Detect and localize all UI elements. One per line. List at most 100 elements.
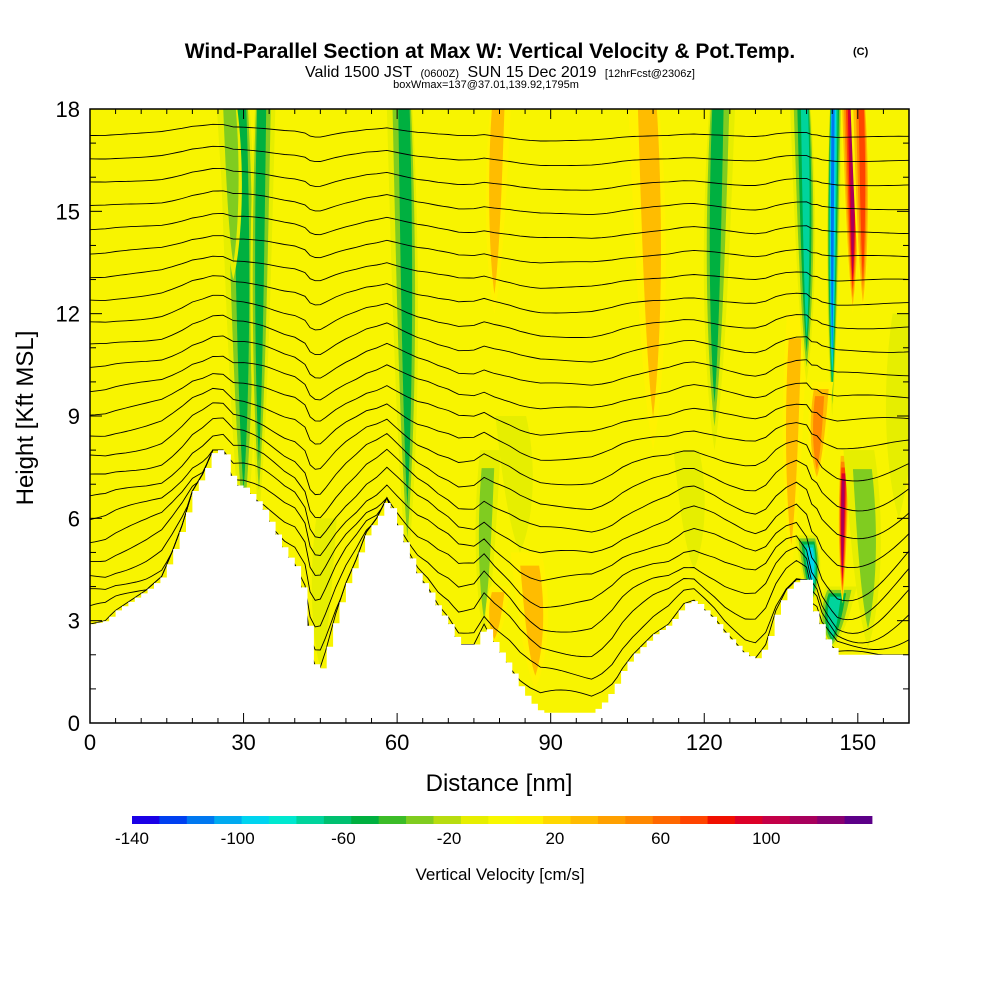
y-tick-label: 12 [56, 302, 80, 327]
colorbar-swatch [159, 816, 188, 824]
velocity-contour-band [841, 479, 845, 575]
isentrope-line [90, 433, 909, 540]
boxwmax-label: boxWmax=137@37.01,139.92,1795m [393, 79, 579, 91]
velocity-feature [485, 109, 511, 314]
colorbar-swatch [460, 816, 489, 824]
colorbar-tick-label: 100 [752, 829, 780, 848]
copyright-mark: (C) [853, 46, 869, 58]
velocity-feature [843, 450, 881, 648]
velocity-contour-band [852, 469, 876, 629]
velocity-contour-band [489, 592, 505, 639]
velocity-feature [808, 381, 834, 485]
colorbar-swatch [625, 816, 654, 824]
valid-date: SUN 15 Dec 2019 [468, 64, 597, 81]
colorbar-swatch [132, 816, 160, 824]
colorbar-label: Vertical Velocity [cm/s] [415, 865, 584, 884]
velocity-feature [475, 450, 501, 638]
x-tick-label: 120 [686, 730, 723, 755]
velocity-contour-band [478, 468, 495, 620]
isentrope-line [90, 355, 909, 410]
colorbar-swatch [817, 816, 845, 824]
isentrope-line [90, 213, 909, 239]
velocity-contour-band [398, 109, 413, 506]
colorbar-tick-label: -20 [437, 829, 462, 848]
velocity-contour-band [520, 565, 544, 676]
velocity-feature [495, 416, 533, 553]
colorbar-swatch [652, 816, 681, 824]
colorbar-swatch [488, 816, 517, 824]
velocity-feature [850, 109, 870, 314]
x-tick-label: 150 [839, 730, 876, 755]
x-tick-label: 60 [385, 730, 409, 755]
colorbar-tick-label: -140 [115, 829, 149, 848]
colorbar-swatch [543, 816, 571, 824]
colorbar-swatch [734, 816, 763, 824]
colorbar-swatch [433, 816, 462, 824]
x-axis-label: Distance [nm] [426, 770, 573, 797]
y-tick-label: 0 [68, 711, 80, 736]
isentrope-line [90, 167, 909, 191]
isentrope-line [90, 387, 909, 461]
valid-prefix: Valid 1500 JST [305, 64, 413, 81]
colorbar-swatch [570, 816, 599, 824]
y-tick-label: 3 [68, 609, 80, 634]
isentrope-line [90, 190, 909, 216]
isentrope-line [90, 402, 909, 486]
vertical-velocity-field [90, 109, 909, 723]
y-axis-label: Height [Kft MSL] [12, 331, 39, 506]
isentrope-line [90, 255, 909, 289]
plot-area: 0 30 60 90 120 150 0 3 6 9 12 15 18 [56, 97, 910, 755]
velocity-feature [628, 109, 666, 451]
colorbar-swatch [186, 816, 215, 824]
isentrope-line [90, 373, 909, 436]
velocity-contour-band [858, 109, 866, 281]
velocity-contour-band [827, 596, 841, 638]
velocity-feature [673, 450, 705, 570]
velocity-contour-band [637, 109, 661, 418]
colorbar-tick-label: 60 [651, 829, 670, 848]
velocity-contour-band [311, 518, 337, 669]
colorbar-swatch [296, 816, 325, 824]
x-tick-label: 30 [231, 730, 255, 755]
velocity-contour-band [495, 416, 533, 553]
y-tick-label: 9 [68, 404, 80, 429]
colorbar-tick-label: -100 [221, 829, 255, 848]
colorbar-swatch [680, 816, 708, 824]
colorbar-tick-label: 20 [545, 829, 564, 848]
colorbar-swatch [323, 816, 352, 824]
velocity-contour-band [673, 450, 705, 570]
colorbar-swatch [597, 816, 626, 824]
isentrope-line [90, 145, 909, 167]
terrain [90, 450, 909, 723]
isentrope-line [90, 335, 909, 386]
colorbar-swatch [378, 816, 407, 824]
colorbar-swatch [351, 816, 380, 824]
terrain-mask [90, 450, 909, 723]
colorbar-swatch [762, 816, 791, 824]
y-tick-label: 6 [68, 506, 80, 531]
velocity-feature [790, 109, 816, 382]
x-tick-label: 90 [538, 730, 562, 755]
chart-title: Wind-Parallel Section at Max W: Vertical… [185, 40, 796, 63]
isentrope-line [90, 417, 909, 512]
colorbar-swatch [515, 816, 544, 824]
subtitle-valid: Valid 1500 JST (0600Z) SUN 15 Dec 2019 [… [305, 64, 695, 81]
colorbar: -140 -100 -60 -20 20 60 100 [115, 816, 873, 848]
x-tick-label: 0 [84, 730, 96, 755]
velocity-feature [386, 109, 419, 570]
isentrope-line [90, 235, 909, 264]
forecast-tag: [12hrFcst@2306z] [605, 68, 695, 80]
colorbar-swatch [844, 816, 873, 824]
velocity-contour-band [800, 109, 810, 338]
colorbar-swatch [214, 816, 243, 824]
velocity-contour-band [489, 109, 505, 294]
velocity-contour-band [830, 109, 835, 358]
isentrope-line [90, 275, 909, 314]
y-tick-label: 18 [56, 97, 80, 122]
axis-ticks: 0 30 60 90 120 150 0 3 6 9 12 15 18 [56, 97, 910, 755]
colorbar-swatch [707, 816, 736, 824]
velocity-feature [311, 518, 337, 669]
velocity-contour-band [813, 396, 825, 471]
colorbar-swatch [241, 816, 270, 824]
